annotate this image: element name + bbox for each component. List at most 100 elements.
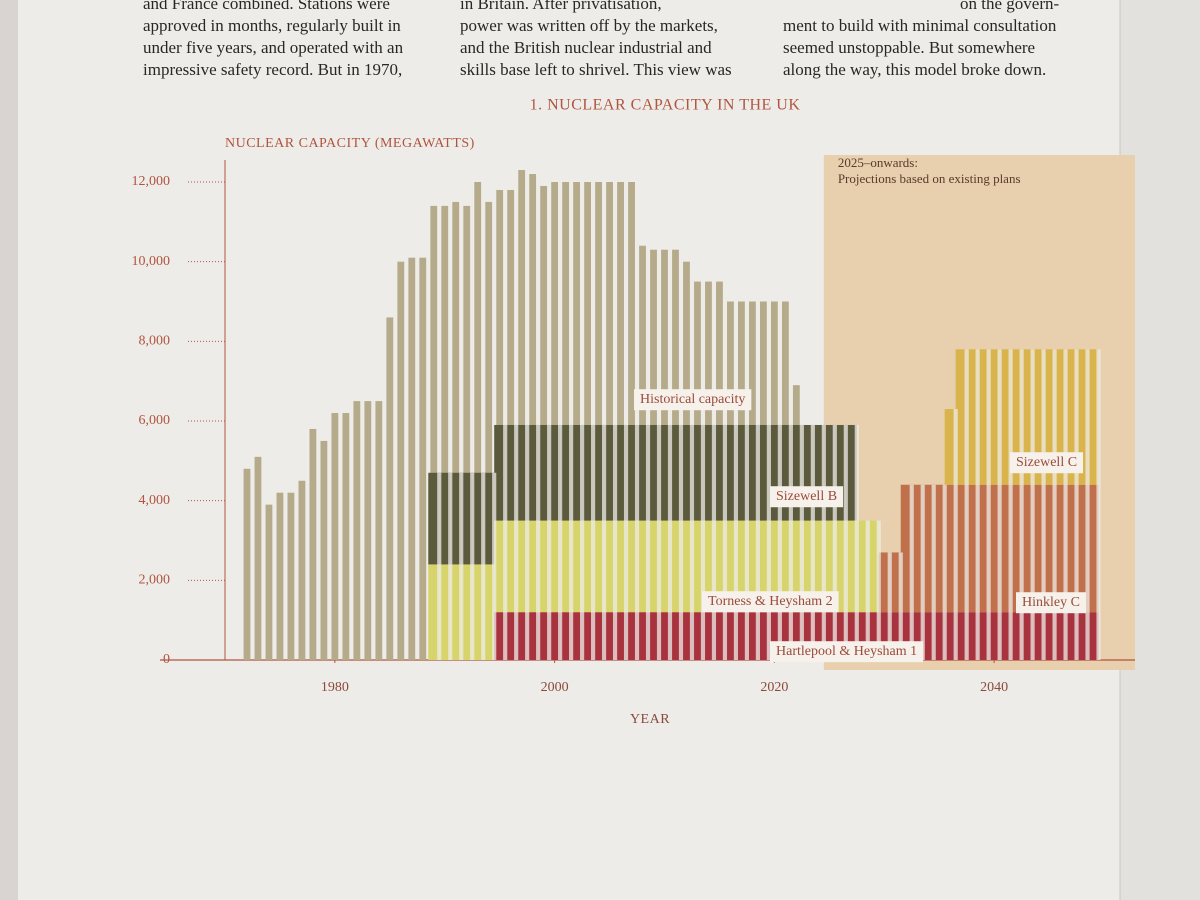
bar [474,182,482,660]
stripe [1019,349,1024,660]
bar-segment [604,612,616,660]
stripe [492,472,497,660]
bar-segment [790,520,802,613]
bar-gap [404,162,408,660]
bar-segment [977,612,989,660]
left-edge [0,0,18,900]
bar-segment [988,612,1000,660]
bar-segment [768,612,780,660]
bar-segment [845,612,857,660]
bar-segment [966,612,978,660]
stripe [810,424,815,660]
stripe [1074,349,1079,660]
bar-segment [834,520,846,613]
bar-segment [944,409,956,485]
bar-segment [790,424,802,521]
bar-segment [516,424,528,521]
stripe [601,424,607,660]
bar-segment [878,552,890,613]
stripe [832,424,837,660]
bar [265,504,273,660]
bar-segment [812,612,824,660]
stripe [612,424,618,660]
bar-segment [856,520,868,613]
bar-segment [801,424,813,521]
bar-segment [911,484,923,613]
bar-segment [900,484,912,613]
stripe [975,349,980,660]
bar-segment [834,424,846,521]
bar-segment [626,612,638,660]
y-axis-label: NUCLEAR CAPACITY (MEGAWATTS) [225,136,475,151]
stripe [821,424,826,660]
bar-segment [900,612,912,660]
bar-segment [549,612,561,660]
bar-segment [1076,612,1088,660]
bar [397,261,405,660]
stripe [437,472,442,660]
bar [353,401,361,660]
bar-gap [272,162,276,660]
body-text: skills base left to shrivel. This view w… [460,60,732,79]
stripe [503,424,508,660]
bar-segment [472,564,484,660]
body-text: approved in months, regularly built in [143,16,401,35]
bar-segment [538,612,550,660]
bar-segment [823,520,835,613]
bar-segment [1010,484,1022,613]
bar-segment [560,612,572,660]
bar-segment [1054,349,1066,485]
bar-segment [670,424,681,521]
bar-segment [538,424,550,521]
bar-segment [593,424,605,521]
bar-segment [823,612,835,660]
series-label: Torness & Heysham 2 [708,594,833,609]
bar-segment [713,424,725,521]
bar-segment [746,424,758,521]
bar-gap [327,162,331,660]
bar-segment [845,424,857,521]
stripe [986,349,991,660]
stripe [854,424,859,660]
stripe [656,424,662,660]
bar [595,182,602,660]
stripe [1063,349,1068,660]
bar-segment [1010,612,1022,660]
x-axis-label: YEAR [630,712,670,727]
bar [485,201,493,660]
bar-segment [724,612,736,660]
stripe [843,424,848,660]
stripe [514,424,519,660]
stripe [744,424,750,660]
y-tick-label: 6,000 [139,413,171,428]
label-box [634,389,752,411]
stripe [634,424,640,660]
bar-segment [746,520,758,613]
bar-segment [670,520,681,613]
bar-segment [615,424,627,521]
bar-segment [735,612,747,660]
bar [463,205,471,660]
bar-segment [516,520,528,613]
stripe [711,424,717,660]
bar-segment [450,564,462,660]
body-text: ment to build with minimal consultation [783,16,1057,35]
bar-segment [757,424,769,521]
bar-segment [977,484,989,613]
bar-segment [450,472,462,565]
bar-segment [615,520,627,613]
bar-gap [415,162,419,660]
stripe [799,424,804,660]
bar-segment [999,484,1011,613]
bar [628,182,635,660]
bar-segment [1010,349,1022,485]
bar-segment [604,424,616,521]
bar-segment [680,424,692,521]
bar-segment [845,520,857,613]
body-text: on the govern- [960,0,1059,13]
stripe [876,520,881,660]
bar [452,201,460,660]
bar-segment [988,349,1000,485]
stripe [733,424,739,660]
series-label: Hinkley C [1022,595,1080,610]
